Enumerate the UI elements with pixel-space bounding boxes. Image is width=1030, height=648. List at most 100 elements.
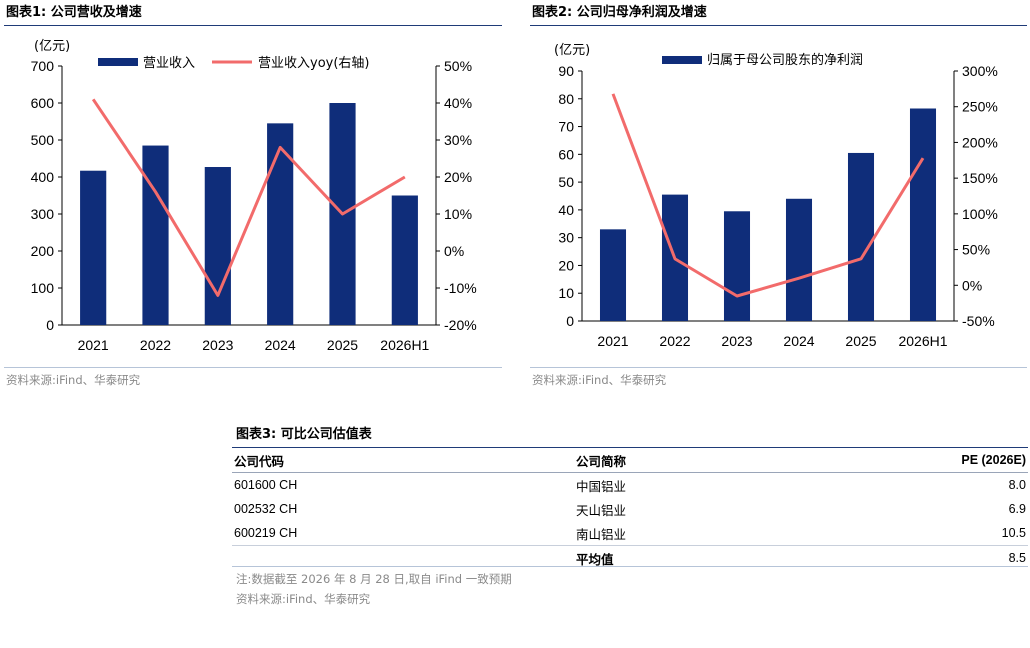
table3-source: 资料来源:iFind、华泰研究 bbox=[236, 592, 371, 606]
valuation-table: 公司代码 公司简称 PE (2026E) 601600 CH 中国铝业 8.0 … bbox=[232, 448, 1028, 570]
c1-left-tick-label: 700 bbox=[31, 58, 55, 74]
c1-category-label: 2024 bbox=[265, 337, 296, 353]
c2-category-label: 2026H1 bbox=[898, 333, 947, 349]
c1-category-label: 2021 bbox=[78, 337, 109, 353]
figure2-bottom-rule bbox=[530, 367, 1027, 368]
figure1-source: 资料来源:iFind、华泰研究 bbox=[6, 373, 141, 387]
c2-left-tick-label: 80 bbox=[558, 91, 574, 107]
c2-right-tick-label: -50% bbox=[962, 313, 995, 329]
c2-yoy-line bbox=[611, 93, 925, 298]
header-pe: PE (2026E) bbox=[878, 448, 1028, 473]
c1-right-tick-label: 30% bbox=[444, 132, 472, 148]
table-row: 601600 CH 中国铝业 8.0 bbox=[232, 473, 1028, 498]
c1-left-tick-label: 0 bbox=[46, 317, 54, 333]
c1-right-tick-label: 20% bbox=[444, 169, 472, 185]
c2-left-tick-label: 0 bbox=[566, 313, 574, 329]
figure1-top-rule bbox=[4, 25, 502, 26]
c2-left-tick-label: 50 bbox=[558, 174, 574, 190]
c1-right-tick-label: 10% bbox=[444, 206, 472, 222]
figure1-legend-line-label: 营业收入yoy(右轴) bbox=[258, 56, 369, 71]
c2-bar bbox=[785, 198, 813, 321]
figure1-legend-bar-label: 营业收入 bbox=[143, 56, 195, 71]
table3-top-rule bbox=[232, 447, 1028, 448]
c2-left-tick-label: 90 bbox=[558, 63, 574, 79]
table3-note: 注:数据截至 2026 年 8 月 28 日,取自 iFind 一致预期 bbox=[236, 572, 512, 586]
cell-pe: 8.0 bbox=[1008, 478, 1026, 492]
figure2-legend-bar-swatch bbox=[662, 56, 702, 64]
c1-left-tick-label: 100 bbox=[31, 280, 55, 296]
table3-bottom-rule bbox=[232, 566, 1028, 567]
c2-bar bbox=[909, 108, 937, 321]
c2-category-label: 2024 bbox=[783, 333, 814, 349]
c2-category-label: 2021 bbox=[597, 333, 628, 349]
c2-right-tick-label: 0% bbox=[962, 277, 982, 293]
figure1-legend-bar-swatch bbox=[98, 58, 138, 66]
c1-category-label: 2023 bbox=[202, 337, 233, 353]
average-value: 8.5 bbox=[878, 545, 1028, 570]
c2-bar bbox=[599, 229, 627, 321]
figure1-bottom-rule bbox=[4, 367, 502, 368]
cell-name: 中国铝业 bbox=[576, 479, 627, 494]
c1-left-tick-label: 300 bbox=[31, 206, 55, 222]
header-company-name: 公司简称 bbox=[574, 448, 878, 473]
c2-bar bbox=[723, 211, 751, 321]
cell-code: 601600 CH bbox=[234, 478, 298, 492]
cell-empty bbox=[232, 545, 574, 570]
c2-bar bbox=[847, 152, 875, 321]
c1-left-tick-label: 200 bbox=[31, 243, 55, 259]
c2-left-tick-label: 70 bbox=[558, 119, 574, 135]
figure2-title: 图表2: 公司归母净利润及增速 bbox=[532, 5, 707, 20]
c2-right-tick-label: 50% bbox=[962, 242, 990, 258]
c1-right-tick-label: -10% bbox=[444, 280, 477, 296]
table-average-row: 平均值 8.5 bbox=[232, 545, 1028, 570]
c2-category-label: 2022 bbox=[659, 333, 690, 349]
cell-code: 002532 CH bbox=[234, 502, 298, 516]
figure2-legend: 归属于母公司股东的净利润 bbox=[662, 52, 863, 68]
c1-right-tick-label: -20% bbox=[444, 317, 477, 333]
c1-right-tick-label: 40% bbox=[444, 95, 472, 111]
figure2-top-rule bbox=[530, 25, 1027, 26]
figure2-chart: (亿元) 归属于母公司股东的净利润 0 10 20 30 40 50 60 70 80 90 -50… bbox=[554, 43, 998, 349]
figure2-unit-label: (亿元) bbox=[554, 43, 590, 58]
c2-left-tick-label: 60 bbox=[558, 146, 574, 162]
c1-bar bbox=[142, 145, 169, 325]
c1-left-tick-label: 500 bbox=[31, 132, 55, 148]
c2-left-tick-label: 10 bbox=[558, 285, 574, 301]
cell-pe: 10.5 bbox=[1001, 526, 1026, 540]
c1-category-label: 2025 bbox=[327, 337, 358, 353]
c2-category-label: 2025 bbox=[845, 333, 876, 349]
figure1-title: 图表1: 公司营收及增速 bbox=[6, 5, 142, 20]
c1-yoy-line bbox=[91, 98, 406, 297]
table3-title: 图表3: 可比公司估值表 bbox=[236, 427, 372, 442]
figure1-chart: (亿元) 营业收入 营业收入yoy(右轴) 0 100 200 300 400 500 60… bbox=[31, 39, 477, 353]
cell-pe: 6.9 bbox=[1008, 502, 1026, 516]
c2-right-tick-label: 300% bbox=[962, 63, 998, 79]
c1-bar bbox=[267, 123, 294, 325]
figure2-legend-bar-label: 归属于母公司股东的净利润 bbox=[707, 52, 863, 68]
c2-right-tick-label: 200% bbox=[962, 134, 998, 150]
figure1-unit-label: (亿元) bbox=[34, 39, 70, 54]
c1-bar bbox=[391, 195, 418, 325]
c1-right-tick-label: 0% bbox=[444, 243, 464, 259]
c1-left-tick-label: 600 bbox=[31, 95, 55, 111]
table-header-row: 公司代码 公司简称 PE (2026E) bbox=[232, 448, 1028, 473]
c1-right-tick-label: 50% bbox=[444, 58, 472, 74]
c1-left-tick-label: 400 bbox=[31, 169, 55, 185]
table-row: 600219 CH 南山铝业 10.5 bbox=[232, 521, 1028, 546]
c1-category-label: 2022 bbox=[140, 337, 171, 353]
average-label: 平均值 bbox=[574, 545, 878, 570]
c2-left-tick-label: 40 bbox=[558, 202, 574, 218]
c2-right-tick-label: 100% bbox=[962, 206, 998, 222]
c1-bar bbox=[204, 167, 231, 325]
cell-name: 南山铝业 bbox=[576, 527, 627, 542]
c1-bar bbox=[80, 170, 107, 325]
c2-left-tick-label: 20 bbox=[558, 257, 574, 273]
header-company-code: 公司代码 bbox=[232, 448, 574, 473]
table-row: 002532 CH 天山铝业 6.9 bbox=[232, 497, 1028, 521]
c2-right-tick-label: 250% bbox=[962, 99, 998, 115]
figure1-legend: 营业收入 营业收入yoy(右轴) bbox=[98, 56, 369, 71]
cell-name: 天山铝业 bbox=[576, 503, 627, 518]
figure2-source: 资料来源:iFind、华泰研究 bbox=[532, 373, 667, 387]
cell-code: 600219 CH bbox=[234, 526, 298, 540]
c2-left-tick-label: 30 bbox=[558, 230, 574, 246]
